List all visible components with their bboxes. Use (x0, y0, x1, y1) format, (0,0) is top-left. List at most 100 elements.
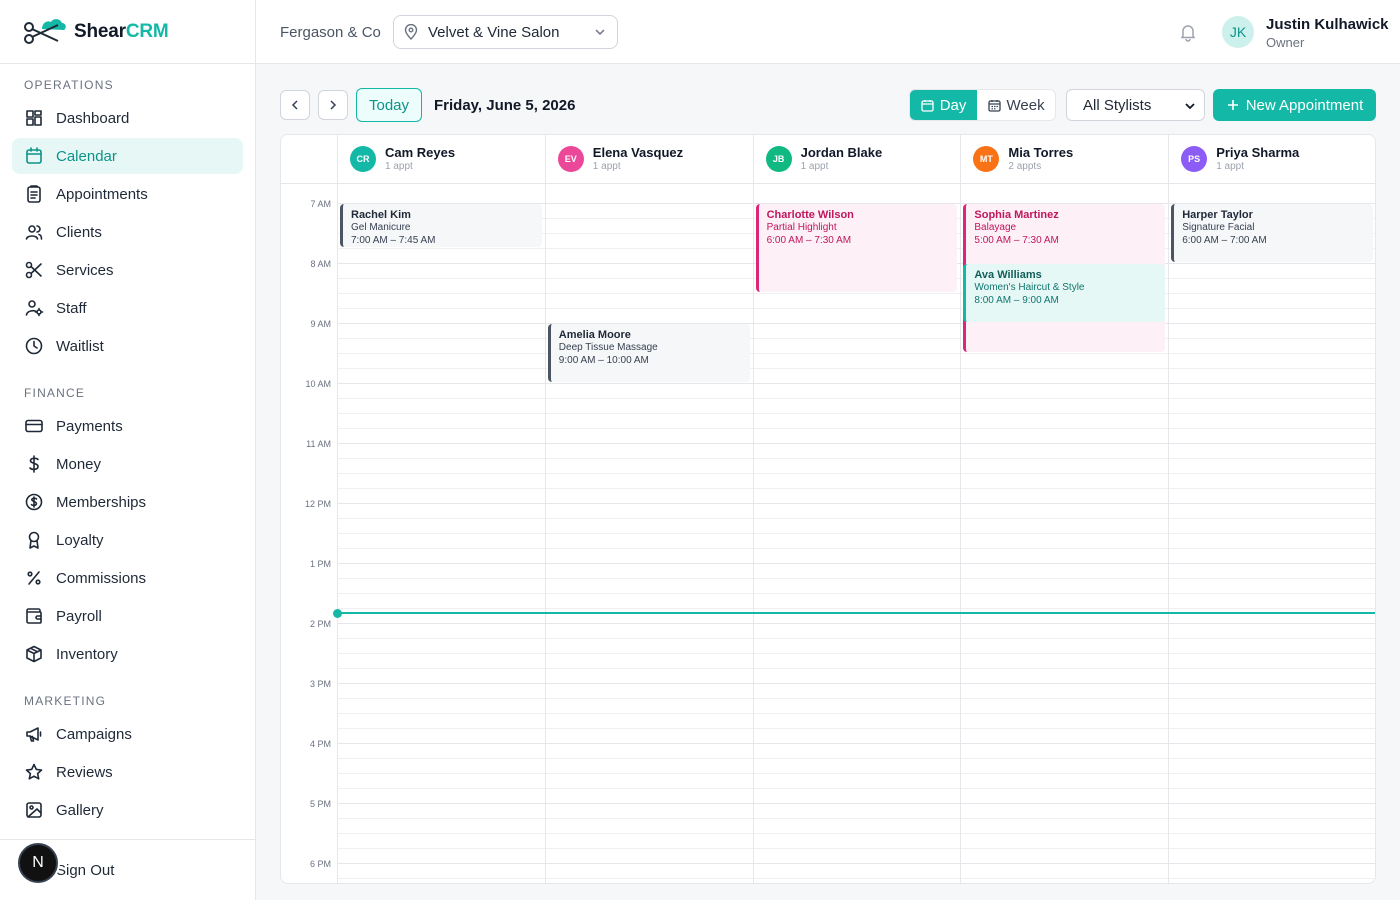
stylist-avatar: PS (1181, 146, 1208, 172)
percent-icon (27, 571, 41, 585)
dev-badge-icon[interactable]: N (18, 843, 58, 883)
sidebar-item-reviews[interactable]: Reviews (12, 754, 243, 790)
nav-section-title: MARKETING (24, 694, 107, 708)
dollar-icon (29, 455, 39, 473)
appointment-service: Women's Haircut & Style (974, 282, 1085, 294)
today-button[interactable]: Today (356, 88, 422, 122)
stylist-name: Mia Torres (1008, 144, 1074, 160)
grid-line (337, 458, 1375, 460)
stylist-filter-select[interactable]: All Stylists (1066, 89, 1205, 121)
stylist-appt-count: 1 appt (592, 160, 621, 172)
stylist-column-header[interactable]: CR Cam Reyes 1 appt (337, 135, 545, 183)
sidebar-item-staff[interactable]: Staff (12, 290, 243, 326)
sidebar-item-waitlist[interactable]: Waitlist (12, 328, 243, 364)
appointment-card[interactable]: Rachel Kim Gel Manicure 7:00 AM – 7:45 AM (340, 204, 542, 248)
stylist-column-header[interactable]: JB Jordan Blake 1 appt (752, 135, 961, 183)
view-toggle: Day Week (909, 89, 1056, 121)
day-view-button[interactable]: Day (910, 90, 978, 120)
calendar-header: CR Cam Reyes 1 appt EV Elena Vasquez 1 appt… (281, 135, 1375, 184)
appointment-card[interactable]: Ava Williams Women's Haircut & Style 8:00 … (963, 264, 1166, 323)
day-label: Day (939, 96, 967, 114)
sidebar-item-clients[interactable]: Clients (12, 214, 243, 250)
appointment-client: Charlotte Wilson (766, 209, 854, 222)
image-icon (26, 802, 42, 818)
time-label: 1 PM (309, 559, 331, 570)
stylist-info: Cam Reyes 1 appt (385, 145, 455, 174)
location-select[interactable]: Velvet & Vine Salon (393, 15, 618, 49)
column-divider (960, 184, 962, 883)
clock-icon (25, 337, 43, 355)
grid-line (337, 368, 1375, 370)
day-calendar: CR Cam Reyes 1 appt EV Elena Vasquez 1 appt… (280, 134, 1376, 884)
sidebar-item-money[interactable]: Money (12, 446, 243, 482)
calendar-icon (26, 147, 42, 164)
stylist-info: Elena Vasquez 1 appt (593, 145, 683, 174)
column-divider (1168, 184, 1170, 883)
staff-icon (25, 300, 44, 317)
sidebar-item-payroll[interactable]: Payroll (12, 598, 243, 634)
sidebar-item-commissions[interactable]: Commissions (12, 560, 243, 596)
appointment-time: 9:00 AM – 10:00 AM (558, 355, 649, 367)
sidebar-item-label: Inventory (56, 645, 118, 663)
stylist-name: Cam Reyes (385, 144, 456, 160)
current-time-dot (333, 608, 342, 618)
prev-day-button[interactable] (280, 90, 310, 120)
grid-line (337, 638, 1375, 640)
time-label: 8 AM (310, 259, 331, 270)
sidebar-item-appointments[interactable]: Appointments (12, 176, 243, 212)
appointment-time: 5:00 AM – 7:30 AM (974, 235, 1059, 247)
sidebar-item-inventory[interactable]: Inventory (12, 636, 243, 672)
stylist-avatar: CR (350, 146, 376, 172)
new-appointment-button[interactable]: New Appointment (1213, 89, 1376, 121)
bell-icon[interactable] (1178, 22, 1198, 42)
chevron-down-icon (595, 29, 605, 36)
grid-line (337, 428, 1375, 430)
calendar-grid[interactable]: 7 AM 8 AM 9 AM 10 AM 11 AM 12 PM 1 PM 2 PM 3 PM 4… (281, 184, 1375, 883)
time-label: 4 PM (309, 739, 331, 750)
grid-line (337, 578, 1375, 580)
chevron-down-icon (1185, 103, 1195, 110)
brand-name: ShearCRM (74, 20, 169, 42)
sidebar-item-label: Dashboard (56, 109, 130, 127)
current-time-line (337, 612, 1375, 615)
sidebar: ShearCRM OPERATIONS Dashboard Calendar Appo… (0, 0, 256, 900)
sidebar-item-services[interactable]: Services (12, 252, 243, 288)
sidebar-item-dashboard[interactable]: Dashboard (12, 100, 243, 136)
users-icon (25, 225, 43, 240)
grid-line (337, 488, 1375, 490)
time-label: 7 AM (310, 199, 331, 210)
appointment-card[interactable]: Charlotte Wilson Partial Highlight 6:00 AM… (755, 204, 958, 293)
appointment-client: Amelia Moore (558, 329, 631, 342)
user-avatar[interactable]: JK (1222, 16, 1254, 48)
sidebar-item-campaigns[interactable]: Campaigns (12, 716, 243, 752)
grid-line (337, 338, 1375, 340)
stylist-appt-count: 1 appt (1216, 160, 1244, 172)
appointment-card[interactable]: Amelia Moore Deep Tissue Massage 9:00 AM –… (547, 324, 750, 383)
location-label: Velvet & Vine Salon (428, 23, 560, 41)
week-label: Week (1006, 96, 1045, 114)
appointment-service: Gel Manicure (351, 222, 411, 234)
next-day-button[interactable] (318, 90, 348, 120)
sidebar-item-label: Gallery (56, 801, 104, 819)
sidebar-item-loyalty[interactable]: Loyalty (12, 522, 243, 558)
sidebar-item-gallery[interactable]: Gallery (12, 792, 243, 828)
grid-line (337, 878, 1375, 880)
calendar-icon (921, 99, 934, 112)
grid-line (337, 353, 1375, 355)
stylist-column-header[interactable]: PS Priya Sharma 1 appt (1168, 135, 1375, 183)
wallet-icon (26, 608, 42, 624)
appointment-card[interactable]: Harper Taylor Signature Facial 6:00 AM – 7… (1171, 204, 1373, 263)
plus-icon (1227, 100, 1238, 110)
sign-out-button[interactable]: Sign Out (0, 839, 255, 900)
brand[interactable]: ShearCRM (0, 0, 255, 64)
stylist-column-header[interactable]: MT Mia Torres 2 appts (960, 135, 1168, 183)
week-view-button[interactable]: Week (977, 90, 1055, 120)
user-name: Justin Kulhawick (1266, 16, 1389, 33)
stylist-column-header[interactable]: EV Elena Vasquez 1 appt (544, 135, 753, 183)
grid-line (337, 668, 1375, 670)
column-divider (752, 184, 754, 883)
sidebar-item-calendar[interactable]: Calendar (12, 138, 243, 174)
sidebar-item-payments[interactable]: Payments (12, 408, 243, 444)
time-label: 5 PM (309, 799, 331, 810)
sidebar-item-memberships[interactable]: Memberships (12, 484, 243, 520)
